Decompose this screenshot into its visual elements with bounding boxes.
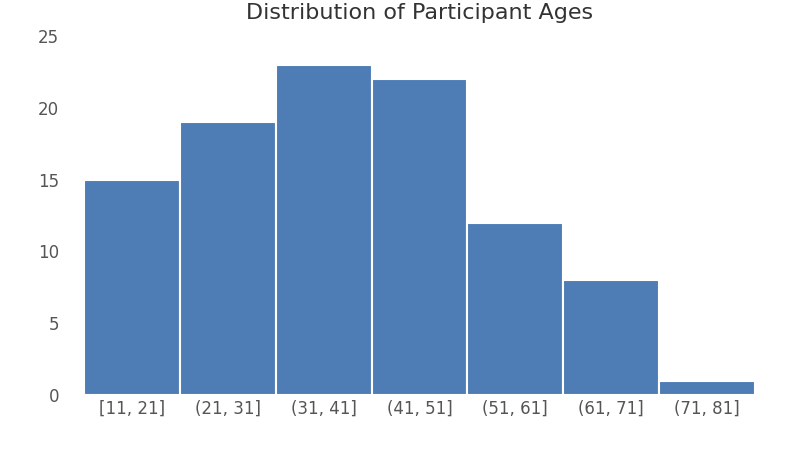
Bar	[84, 180, 180, 395]
Bar	[180, 122, 276, 395]
Title: Distribution of Participant Ages: Distribution of Participant Ages	[246, 3, 593, 23]
Bar	[276, 65, 372, 395]
Bar	[372, 79, 467, 395]
Bar	[563, 280, 659, 395]
Bar	[467, 223, 563, 395]
Bar	[659, 381, 755, 395]
